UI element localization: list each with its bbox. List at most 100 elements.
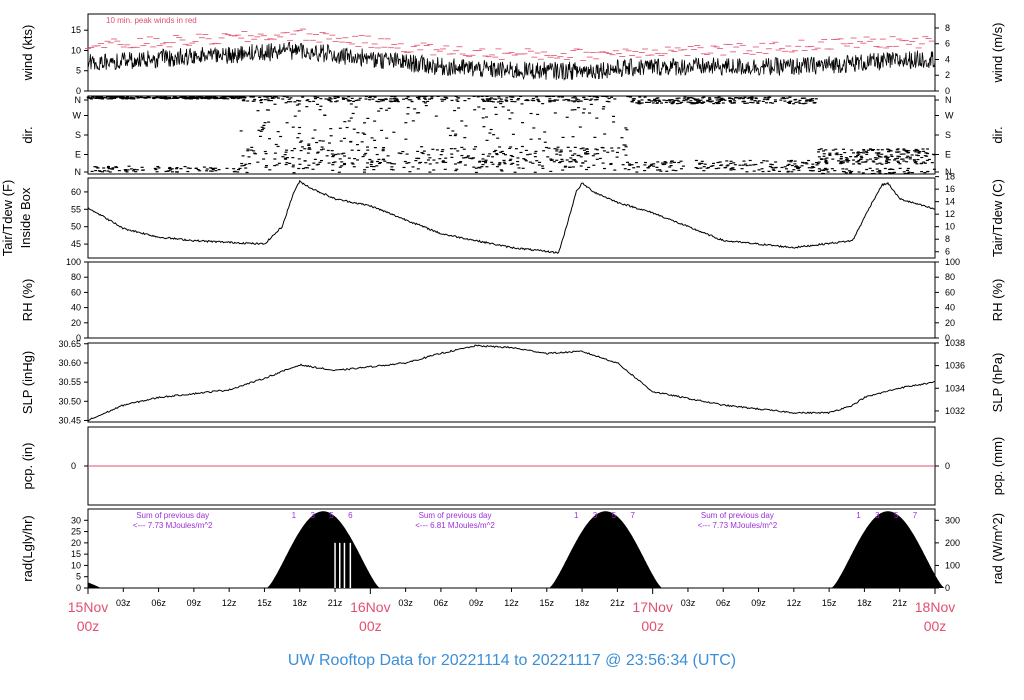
y-axis-label-left-rh: RH (%) (20, 279, 35, 322)
tick-label-left-pressure: 30.60 (58, 358, 81, 368)
tick-label-left-temperature: 55 (71, 204, 81, 214)
y-axis-label-right-dir: dir. (990, 126, 1005, 143)
wind-series-line (87, 41, 936, 81)
y-axis-label-left-radiation: rad(Lgly/hr) (20, 515, 35, 581)
tick-label-left-radiation: 25 (71, 527, 81, 537)
tick-label-left-pressure: 30.55 (58, 377, 81, 387)
radiation-hour-label: 3 (310, 511, 315, 520)
radiation-hour-label: 3 (875, 511, 880, 520)
radiation-hour-label: 5 (329, 511, 334, 520)
tick-label-left-wind: 0 (76, 86, 81, 96)
hour-tick-label: 06z (151, 598, 166, 608)
y-axis-label-left-temperature: Inside Box (18, 187, 33, 248)
y-axis-label-right-pressure: SLP (hPa) (990, 353, 1005, 413)
day-label-date: 15Nov (68, 599, 108, 615)
tick-label-left-rh: 0 (76, 333, 81, 343)
tick-label-right-wind: 6 (945, 39, 950, 49)
tick-label-left-rh: 60 (71, 287, 81, 297)
chart-title: UW Rooftop Data for 20221114 to 20221117… (288, 652, 736, 669)
temperature-series-line (87, 179, 936, 254)
tick-label-left-radiation: 5 (76, 572, 81, 582)
hour-tick-label: 21z (892, 598, 907, 608)
radiation-area-day-2 (549, 511, 663, 588)
tick-label-right-temperature: 14 (945, 197, 955, 207)
tick-label-right-wind: 8 (945, 23, 950, 33)
hour-tick-label: 18z (292, 598, 307, 608)
hour-tick-label: 12z (504, 598, 519, 608)
tick-label-right-wind: 0 (945, 86, 950, 96)
tick-label-left-radiation: 20 (71, 538, 81, 548)
tick-label-right-pressure: 1036 (945, 361, 965, 371)
hour-tick-label: 09z (751, 598, 766, 608)
day-label-hour: 00z (924, 618, 947, 634)
panel-frame-rh (87, 261, 936, 339)
y-axis-label-right-temperature: Tair/Tdew (C) (990, 179, 1005, 257)
y-axis-label-right-rh: RH (%) (990, 279, 1005, 322)
tick-label-left-temperature: 45 (71, 239, 81, 249)
tick-label-right-wind: 4 (945, 54, 950, 64)
hour-tick-label: 12z (787, 598, 802, 608)
tick-label-left-dir: W (73, 111, 82, 121)
hour-tick-label: 15z (822, 598, 837, 608)
tick-label-left-wind: 10 (71, 45, 81, 55)
panel-frame-wind (87, 13, 936, 92)
tick-label-left-wind: 15 (71, 25, 81, 35)
hour-tick-label: 21z (610, 598, 625, 608)
tick-label-right-temperature: 8 (945, 234, 950, 244)
tick-label-left-temperature: 60 (71, 187, 81, 197)
tick-label-left-rh: 80 (71, 272, 81, 282)
day-label-hour: 00z (359, 618, 382, 634)
y-axis-label-left-temperature: Tair/Tdew (F) (0, 180, 15, 257)
radiation-area-day-3 (831, 511, 945, 588)
tick-label-right-wind: 2 (945, 70, 950, 80)
hour-tick-label: 18z (575, 598, 590, 608)
tick-label-left-precipitation: 0 (71, 461, 76, 471)
tick-label-left-radiation: 30 (71, 515, 81, 525)
tick-label-right-radiation: 100 (945, 560, 960, 570)
tick-label-left-pressure: 30.50 (58, 396, 81, 406)
radiation-hour-label: 7 (913, 511, 918, 520)
panel-frame-pressure (87, 342, 936, 423)
y-axis-label-left-precipitation: pcp. (in) (20, 443, 35, 490)
y-axis-label-left-dir: dir. (20, 126, 35, 143)
radiation-hour-label: 1 (292, 511, 297, 520)
tick-label-left-dir: N (75, 167, 82, 177)
hour-tick-label: 09z (469, 598, 484, 608)
tick-label-right-pressure: 1032 (945, 406, 965, 416)
tick-label-right-dir: N (945, 95, 952, 105)
tick-label-right-pressure: 1038 (945, 338, 965, 348)
tick-label-left-temperature: 50 (71, 222, 81, 232)
pressure-series-line (87, 344, 936, 422)
y-axis-label-left-wind: wind (kts) (20, 25, 35, 82)
radiation-area-start (88, 582, 101, 588)
radiation-annotation-line2: <--- 6.81 MJoules/m^2 (415, 521, 495, 530)
radiation-hour-label: 7 (630, 511, 635, 520)
hour-tick-label: 09z (187, 598, 202, 608)
hour-tick-label: 18z (857, 598, 872, 608)
tick-label-left-rh: 100 (66, 257, 81, 267)
radiation-annotation-line1: Sum of previous day (419, 511, 492, 520)
tick-label-right-temperature: 6 (945, 247, 950, 257)
tick-label-right-temperature: 10 (945, 222, 955, 232)
tick-label-left-dir: E (75, 150, 81, 160)
tick-label-left-radiation: 10 (71, 560, 81, 570)
tick-label-right-dir: E (945, 150, 951, 160)
hour-tick-label: 15z (257, 598, 272, 608)
tick-label-right-temperature: 12 (945, 209, 955, 219)
hour-tick-label: 15z (540, 598, 555, 608)
tick-label-right-rh: 40 (945, 303, 955, 313)
panel-frame-dir (87, 95, 936, 175)
direction-marks (86, 95, 936, 175)
day-label-date: 17Nov (632, 599, 672, 615)
tick-label-right-rh: 100 (945, 257, 960, 267)
day-label-date: 18Nov (915, 599, 955, 615)
wind-annotation: 10 min. peak winds in red (106, 16, 197, 25)
tick-label-left-dir: S (75, 130, 81, 140)
tick-label-right-dir: N (945, 167, 952, 177)
y-axis-label-left-pressure: SLP (inHg) (20, 351, 35, 414)
y-axis-label-right-radiation: rad (W/m^2) (990, 513, 1005, 584)
tick-label-right-rh: 60 (945, 287, 955, 297)
tick-label-left-pressure: 30.65 (58, 339, 81, 349)
radiation-hour-label: 5 (612, 511, 617, 520)
